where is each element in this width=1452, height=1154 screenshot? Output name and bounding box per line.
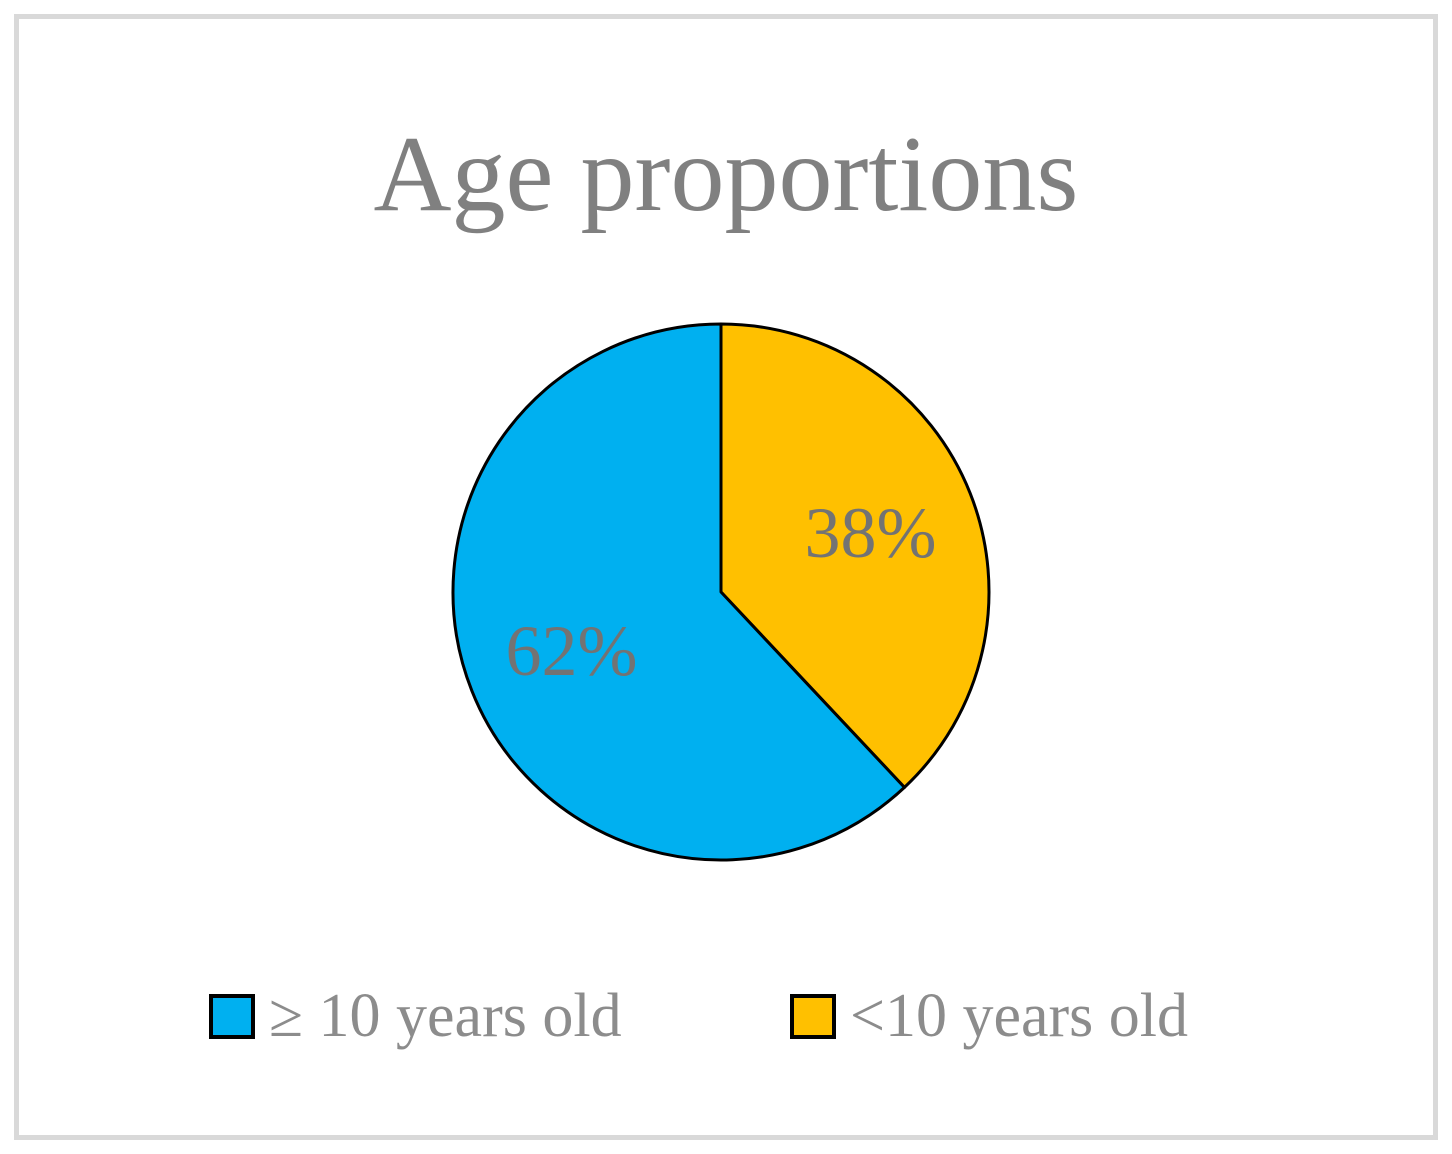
data-label-0: 62% xyxy=(506,611,638,691)
pie-slice-1 xyxy=(719,322,991,789)
legend-item-lt-10-years: <10 years old xyxy=(790,978,1188,1054)
legend-swatch-icon xyxy=(790,993,836,1039)
pie-chart: 38% 62% xyxy=(451,322,991,862)
chart-title: Age proportions xyxy=(373,115,1079,234)
legend: ≥ 10 years old <10 years old xyxy=(0,978,1452,1058)
pie-slice-0 xyxy=(451,322,906,862)
legend-label: <10 years old xyxy=(850,982,1189,1050)
legend-item-ge-10-years: ≥ 10 years old xyxy=(209,978,622,1054)
legend-swatch-icon xyxy=(209,993,255,1039)
data-label-1: 38% xyxy=(805,493,937,573)
legend-label: ≥ 10 years old xyxy=(269,982,622,1050)
